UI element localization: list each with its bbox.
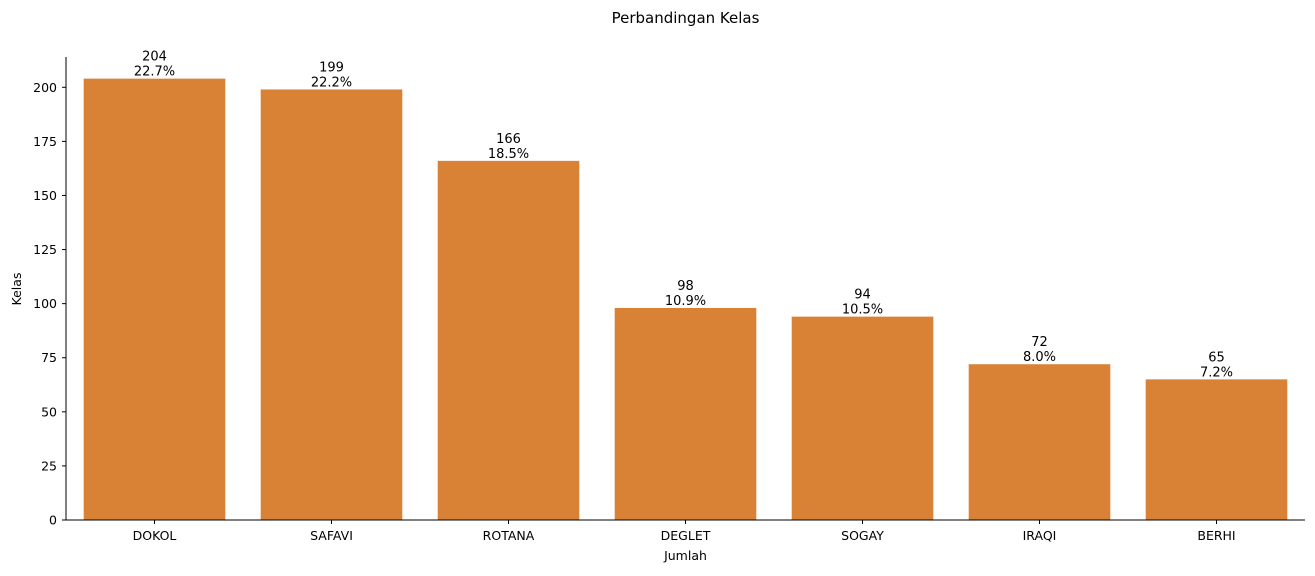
y-tick-label: 0 xyxy=(49,513,57,528)
y-ticks-group: 0 25 50 75 100 125 150 175 200 xyxy=(33,80,66,528)
bar-sogay xyxy=(791,316,934,520)
x-tick-label: SAFAVI xyxy=(310,528,353,543)
bar-deglet xyxy=(614,307,757,520)
x-tick-label: DEGLET xyxy=(661,528,711,543)
percent-label: 7.2% xyxy=(1200,365,1233,380)
bars-group xyxy=(83,78,1288,520)
x-tick-label: DOKOL xyxy=(133,528,177,543)
y-tick-label: 175 xyxy=(33,134,57,149)
x-tick-label: SOGAY xyxy=(841,528,884,543)
percent-label: 10.5% xyxy=(842,303,883,318)
y-tick-label: 75 xyxy=(41,350,57,365)
x-tick-label: ROTANA xyxy=(483,528,535,543)
value-label: 98 xyxy=(677,279,694,294)
bar-iraqi xyxy=(968,364,1111,520)
value-label: 65 xyxy=(1208,350,1225,365)
bar-dokol xyxy=(83,78,226,520)
x-tick-label: BERHI xyxy=(1197,528,1235,543)
value-label: 199 xyxy=(319,60,344,75)
x-ticks-group: DOKOL SAFAVI ROTANA DEGLET SOGAY IRAQI BERHI xyxy=(133,520,1236,543)
percent-label: 10.9% xyxy=(665,294,706,309)
y-tick-label: 25 xyxy=(41,458,57,473)
y-tick-label: 200 xyxy=(33,80,57,95)
percent-label: 8.0% xyxy=(1023,350,1056,365)
y-tick-label: 50 xyxy=(41,404,57,419)
value-label: 166 xyxy=(496,132,521,147)
bar-safavi xyxy=(260,89,403,520)
percent-label: 22.2% xyxy=(311,75,352,90)
x-tick-label: IRAQI xyxy=(1023,528,1057,543)
value-label: 204 xyxy=(142,50,167,65)
chart-title: Perbandingan Kelas xyxy=(612,9,760,27)
y-tick-label: 100 xyxy=(33,296,57,311)
y-tick-label: 125 xyxy=(33,242,57,257)
bar-rotana xyxy=(437,160,580,520)
bar-berhi xyxy=(1145,379,1288,520)
percent-label: 18.5% xyxy=(488,147,529,162)
value-label: 94 xyxy=(854,288,871,303)
y-tick-label: 150 xyxy=(33,188,57,203)
x-axis-title: Jumlah xyxy=(663,548,707,563)
y-axis-title: Kelas xyxy=(9,273,24,306)
value-label: 72 xyxy=(1031,335,1048,350)
percent-label: 22.7% xyxy=(134,65,175,80)
